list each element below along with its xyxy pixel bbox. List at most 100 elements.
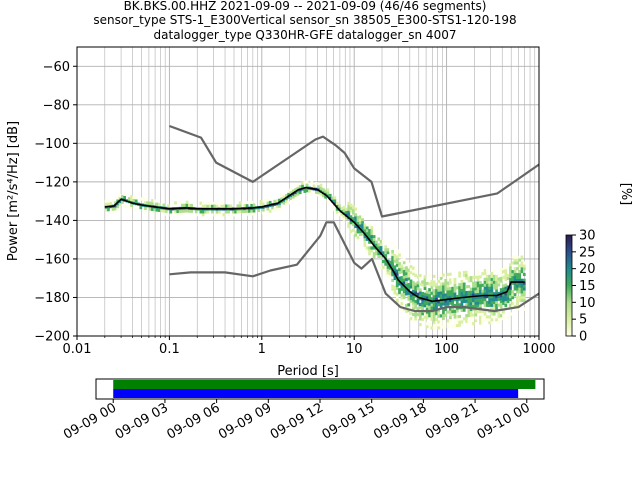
histogram-cell [118, 199, 122, 204]
histogram-cell [469, 322, 473, 326]
histogram-cell [472, 281, 475, 285]
histogram-cell [363, 234, 367, 239]
histogram-cell [134, 199, 138, 203]
histogram-cell [474, 316, 478, 320]
histogram-cell [416, 286, 420, 291]
histogram-cell [215, 210, 219, 214]
histogram-cell [444, 287, 448, 291]
histogram-cell [111, 198, 115, 203]
histogram-cell [395, 295, 399, 299]
histogram-cell [458, 297, 461, 301]
histogram-cell [347, 207, 351, 211]
histogram-cell [402, 272, 406, 276]
histogram-cell [460, 294, 464, 298]
histogram-cell [356, 210, 360, 214]
histogram-cell [356, 227, 360, 231]
histogram-cell [317, 185, 321, 189]
histogram-cell [393, 288, 397, 292]
histogram-cell [481, 301, 485, 305]
histogram-cell [451, 292, 455, 296]
histogram-cell [398, 282, 401, 286]
histogram-cell [363, 226, 367, 230]
histogram-cell [522, 307, 526, 311]
histogram-cell [324, 189, 327, 193]
histogram-cell [409, 293, 413, 298]
histogram-cell [354, 233, 358, 237]
histogram-cell [379, 254, 383, 258]
histogram-cell [479, 292, 482, 296]
histogram-cell [266, 207, 270, 211]
histogram-cell [412, 272, 415, 276]
histogram-cell [132, 195, 136, 199]
histogram-cell [502, 295, 505, 300]
histogram-cell [483, 271, 487, 276]
histogram-cell [144, 206, 147, 210]
histogram-cell [326, 194, 330, 198]
histogram-cell [444, 284, 448, 288]
histogram-cell [502, 316, 505, 320]
histogram-cell [467, 293, 471, 297]
histogram-cell [483, 315, 487, 319]
histogram-cell [449, 307, 452, 311]
histogram-cell [518, 278, 522, 282]
histogram-cell [465, 276, 468, 280]
histogram-cell [446, 319, 450, 323]
histogram-cell [250, 200, 254, 204]
histogram-cell [476, 287, 480, 291]
histogram-cell [294, 190, 297, 195]
histogram-cell [492, 303, 496, 307]
histogram-cell [407, 285, 411, 290]
histogram-cell [467, 290, 471, 294]
histogram-cell [139, 197, 143, 201]
histogram-cell [499, 317, 503, 321]
histogram-cell [515, 278, 519, 282]
histogram-cell [428, 302, 431, 306]
histogram-cell [354, 207, 358, 211]
histogram-cell [328, 193, 332, 198]
histogram-cell [402, 269, 406, 273]
histogram-cell [455, 309, 459, 313]
histogram-cell [379, 245, 383, 250]
histogram-cell [151, 201, 154, 206]
histogram-cell [107, 208, 110, 212]
histogram-cell [451, 286, 455, 290]
histogram-cell [497, 303, 501, 307]
histogram-cell [407, 303, 411, 307]
x-tick-label: 10 [346, 342, 363, 357]
histogram-cell [407, 274, 411, 278]
histogram-cell [442, 313, 445, 318]
histogram-cell [386, 265, 390, 269]
histogram-cell [386, 271, 390, 275]
histogram-cell [155, 202, 159, 206]
histogram-cell [183, 209, 187, 213]
histogram-cell [432, 283, 436, 287]
histogram-cell [446, 324, 450, 329]
histogram-cell [511, 255, 515, 259]
histogram-cell [164, 209, 168, 213]
histogram-cell [522, 287, 526, 291]
histogram-cell [398, 270, 401, 274]
histogram-cell [515, 301, 519, 305]
histogram-cell [432, 274, 436, 278]
histogram-cell [259, 199, 263, 204]
histogram-cell [497, 277, 501, 281]
histogram-cell [402, 289, 406, 294]
histogram-cell [111, 207, 115, 211]
y-tick-label: −60 [43, 60, 70, 75]
histogram-cell [455, 297, 459, 301]
histogram-cell [430, 297, 434, 301]
histogram-cell [414, 299, 418, 304]
histogram-cell [301, 184, 304, 188]
x-ticks: 0.01 0.1 1 10 100 1000 [63, 336, 556, 357]
histogram-cell [416, 298, 420, 302]
histogram-cell [425, 296, 429, 300]
histogram-cell [187, 209, 191, 213]
histogram-cell [476, 292, 480, 296]
histogram-cell [476, 298, 480, 302]
histogram-cell [266, 210, 270, 214]
histogram-cell [497, 291, 501, 296]
histogram-cell [395, 298, 399, 302]
histogram-cell [144, 209, 147, 213]
histogram-cell [398, 291, 401, 295]
histogram-cell [114, 207, 117, 211]
